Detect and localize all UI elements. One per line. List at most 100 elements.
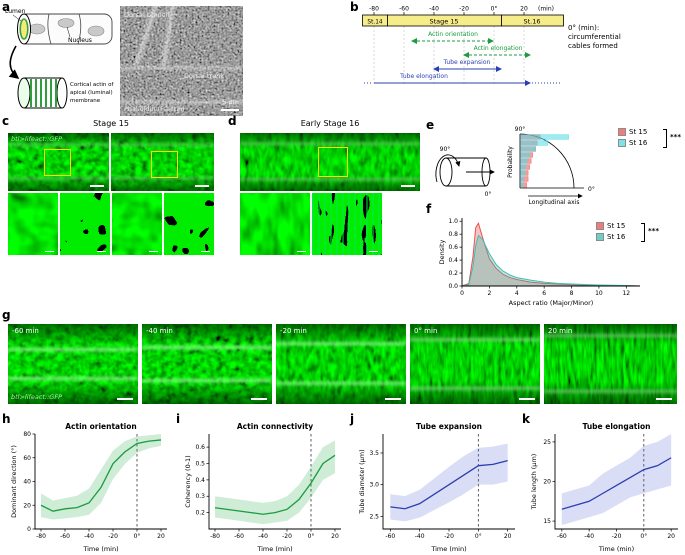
inset-outline (151, 151, 178, 178)
scale-bar (251, 398, 267, 400)
svg-text:-40: -40 (84, 533, 94, 540)
svg-text:-80: -80 (210, 533, 220, 540)
svg-text:Tube elongation: Tube elongation (583, 422, 651, 431)
timeline-unit: (min) (538, 6, 554, 13)
stage15-label: Stage 15 (429, 18, 458, 26)
tube-elongation-label: Tube elongation (399, 73, 448, 80)
svg-text:Aspect ratio (Major/Minor): Aspect ratio (Major/Minor) (509, 299, 594, 307)
timeline-diagram: -80 -60 -40 -20 0° 20 (min) St.14 Stage 15 … (362, 6, 564, 86)
legend-swatch-st15 (618, 127, 626, 136)
scale-bar (117, 398, 133, 400)
svg-text:-80: -80 (369, 6, 379, 13)
fan-ylabel: Probability (507, 146, 514, 178)
scale-bar (401, 185, 415, 187)
svg-text:3.0: 3.0 (369, 482, 379, 489)
svg-text:15: 15 (543, 518, 551, 525)
svg-text:0.4: 0.4 (448, 257, 458, 264)
panel-label-a: a (2, 0, 11, 14)
fan-deg90: 90° (515, 126, 526, 133)
timeline-ticks: -80 -60 -40 -20 0° 20 (min) (369, 6, 554, 13)
scale-bar (45, 250, 54, 252)
reporter-label: btl>lifeact::GFP (11, 393, 63, 401)
note-line: cables formed (568, 42, 618, 51)
timepoint-label: 0° min (414, 327, 438, 335)
svg-text:0.4: 0.4 (195, 477, 205, 484)
svg-text:20: 20 (157, 533, 165, 540)
panel-label-g: g (2, 308, 11, 322)
cylinder-cap (56, 77, 68, 109)
fan-xlabel: Longitudinal axis (529, 199, 580, 206)
svg-text:0.0: 0.0 (448, 283, 458, 290)
svg-text:0°: 0° (491, 6, 498, 13)
svg-text:Tube diameter (µm): Tube diameter (µm) (358, 449, 366, 514)
chart-actin-connectivity: -80 -60 -40 -20 0° 20 0.2 0.3 0.4 0.5 0.6 Time (min… (184, 422, 341, 553)
inset-stage15-2-segmented (164, 193, 214, 255)
image-stage16 (240, 133, 420, 191)
svg-text:-20: -20 (444, 533, 454, 540)
dorsal-trunk-edge (120, 100, 243, 104)
svg-text:80: 80 (23, 431, 31, 438)
legend-row: St 15 (618, 126, 682, 137)
significance-bracket (641, 223, 645, 242)
svg-text:-60: -60 (385, 533, 395, 540)
lumen-ring (19, 18, 29, 40)
panel-label-i: i (176, 412, 181, 426)
note-line: circumferential (568, 33, 621, 42)
scale-bar (195, 185, 209, 187)
legend-label-st16: St 16 (629, 138, 648, 147)
inset-stage15-2-raw (112, 193, 162, 255)
cells-outline (24, 13, 113, 45)
svg-text:25: 25 (543, 439, 551, 446)
svg-text:-60: -60 (60, 533, 70, 540)
noise-texture (120, 6, 243, 116)
svg-text:0.6: 0.6 (195, 444, 205, 451)
noise-texture (112, 193, 162, 255)
vertical-cables-overlay (312, 193, 382, 255)
inset-stage15-1-segmented (60, 193, 110, 255)
nucleus-shape (87, 25, 105, 37)
svg-text:0: 0 (460, 290, 464, 297)
svg-text:20: 20 (23, 502, 31, 509)
tube-expansion-label: Tube expansion (443, 59, 491, 66)
svg-text:0.2: 0.2 (195, 510, 205, 517)
svg-text:0.5: 0.5 (195, 460, 205, 467)
chart-actin-orientation: -80 -60 -40 -20 0° 20 0 20 40 60 80 Time (min) Domin… (10, 422, 167, 553)
svg-text:1.0: 1.0 (448, 218, 458, 225)
timepoint-label: -20 min (280, 327, 307, 335)
svg-text:0.3: 0.3 (195, 493, 205, 500)
panel-label-h: h (2, 412, 11, 426)
significance-stars: *** (648, 227, 659, 235)
timeline-note: 0° (min): circumferential cables formed (568, 24, 682, 51)
stage16-title: Early Stage 16 (300, 119, 360, 128)
vignette (240, 133, 420, 191)
svg-text:-20: -20 (282, 533, 292, 540)
svg-text:Coherency (0-1): Coherency (0-1) (184, 455, 192, 507)
scale-bar (656, 398, 672, 400)
chart-tube-elongation: -60 -40 -20 0° 20 15 20 25 Time (min) Tube length… (530, 422, 678, 553)
panel-label-f: f (426, 202, 432, 216)
svg-text:Tube expansion: Tube expansion (416, 422, 482, 431)
vignette (410, 324, 540, 404)
timepoint-label: 20 min (548, 327, 573, 335)
vignette (142, 324, 272, 404)
nucleus-shape (57, 18, 75, 28)
svg-text:0.2: 0.2 (448, 270, 458, 277)
svg-text:3.5: 3.5 (369, 450, 379, 457)
svg-text:Density: Density (438, 239, 446, 264)
svg-text:Tube length (µm): Tube length (µm) (530, 454, 538, 511)
svg-text:8: 8 (570, 290, 574, 297)
vignette (111, 133, 214, 191)
scale-bar (297, 250, 306, 252)
stage15-title: Stage 15 (93, 119, 129, 128)
svg-text:Dominant direction (°): Dominant direction (°) (10, 445, 18, 518)
panel-label-e: e (426, 118, 435, 132)
noise-texture (240, 193, 310, 255)
svg-text:20: 20 (504, 533, 512, 540)
zoom-arrow (8, 45, 20, 80)
svg-text:-20: -20 (459, 6, 469, 13)
cylinder-cap (439, 157, 453, 187)
legend-swatch-st15 (596, 221, 604, 230)
reporter-label: btl>lifeact::GFP (11, 135, 63, 143)
svg-text:60: 60 (23, 455, 31, 462)
